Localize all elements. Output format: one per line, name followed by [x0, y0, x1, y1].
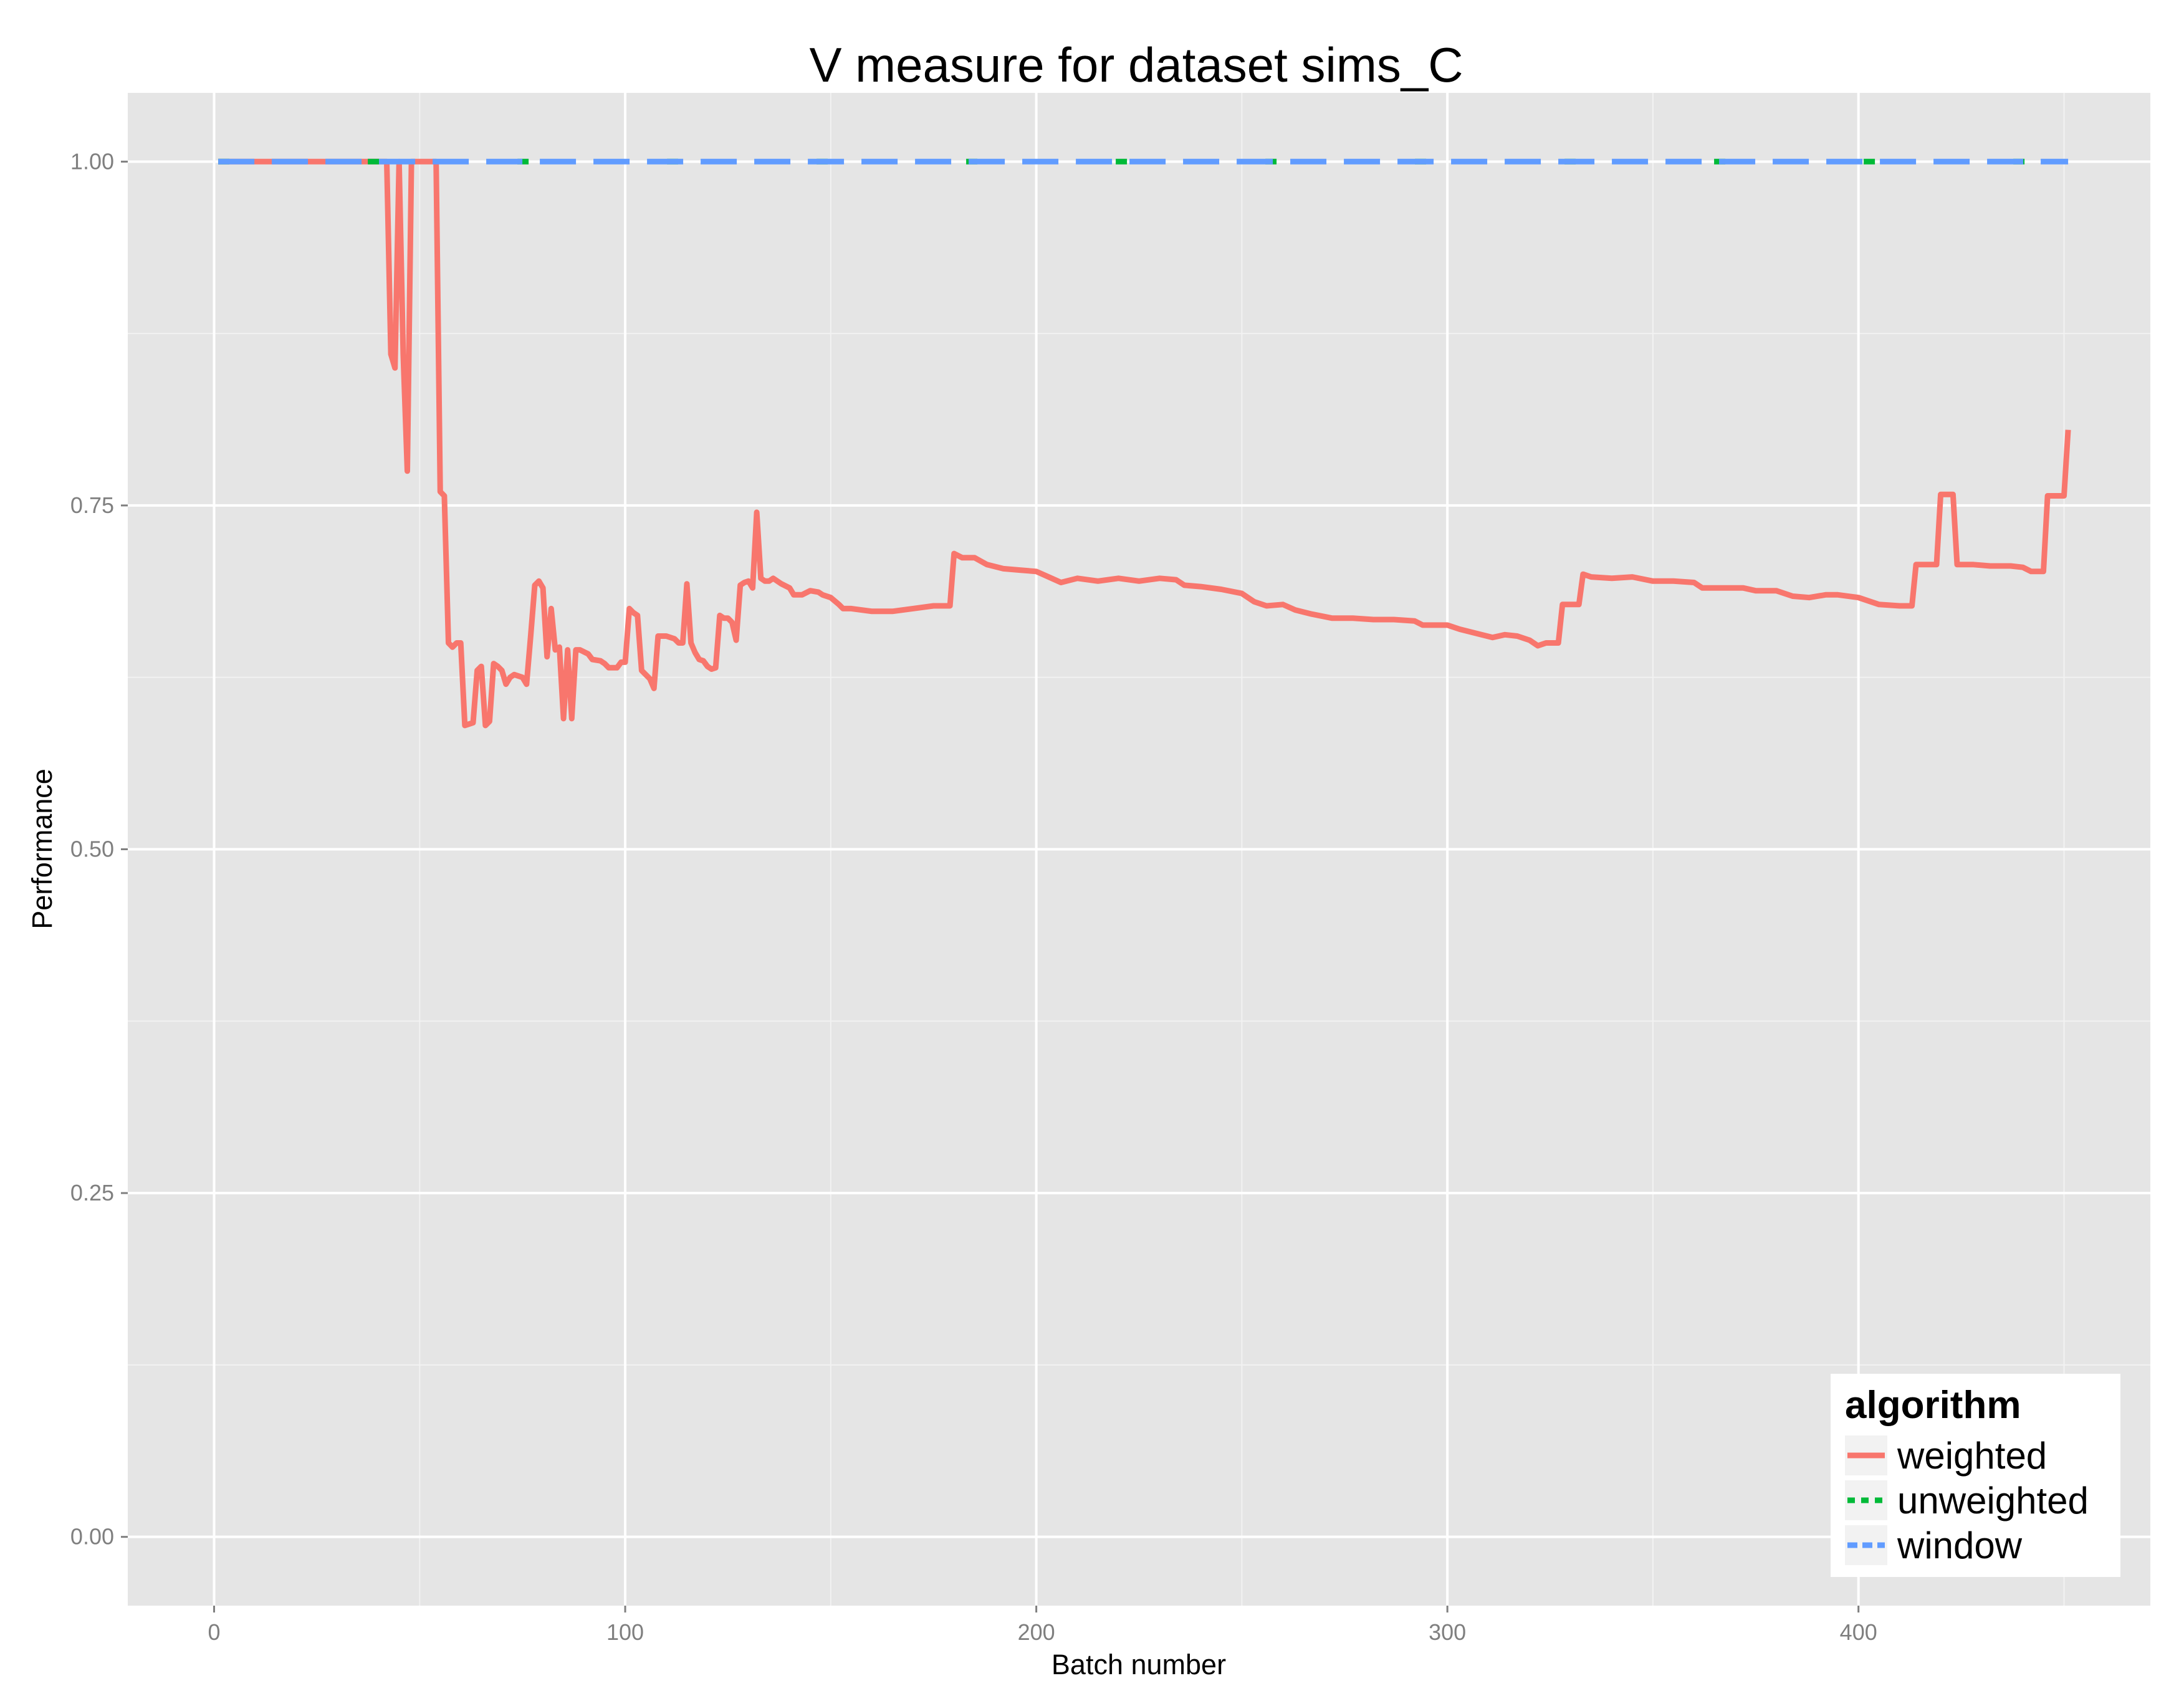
series-line-weighted — [218, 158, 2071, 729]
y-axis: 0.00 0.25 0.50 0.75 1.00 — [70, 148, 128, 1550]
y-tick-label: 0.75 — [70, 492, 114, 518]
y-tick-label: 0.25 — [70, 1180, 114, 1205]
x-axis-title: Batch number — [1051, 1649, 1226, 1680]
legend-label: weighted — [1897, 1435, 2047, 1477]
y-tick-label: 0.50 — [70, 836, 114, 862]
x-tick-label: 0 — [208, 1619, 220, 1645]
chart-title: V measure for dataset sims_C — [809, 37, 1463, 92]
legend-label: unweighted — [1897, 1480, 2089, 1521]
series-layer — [218, 158, 2071, 729]
x-axis: 0 100 200 300 400 — [208, 1606, 1877, 1645]
legend-title: algorithm — [1845, 1384, 2021, 1427]
y-tick-label: 1.00 — [70, 148, 114, 174]
y-axis-title: Performance — [26, 769, 58, 929]
y-tick-label: 0.00 — [70, 1524, 114, 1550]
x-tick-label: 300 — [1429, 1619, 1466, 1645]
x-tick-label: 100 — [606, 1619, 644, 1645]
x-tick-label: 400 — [1840, 1619, 1877, 1645]
legend-label: window — [1897, 1525, 2023, 1566]
x-tick-label: 200 — [1018, 1619, 1055, 1645]
